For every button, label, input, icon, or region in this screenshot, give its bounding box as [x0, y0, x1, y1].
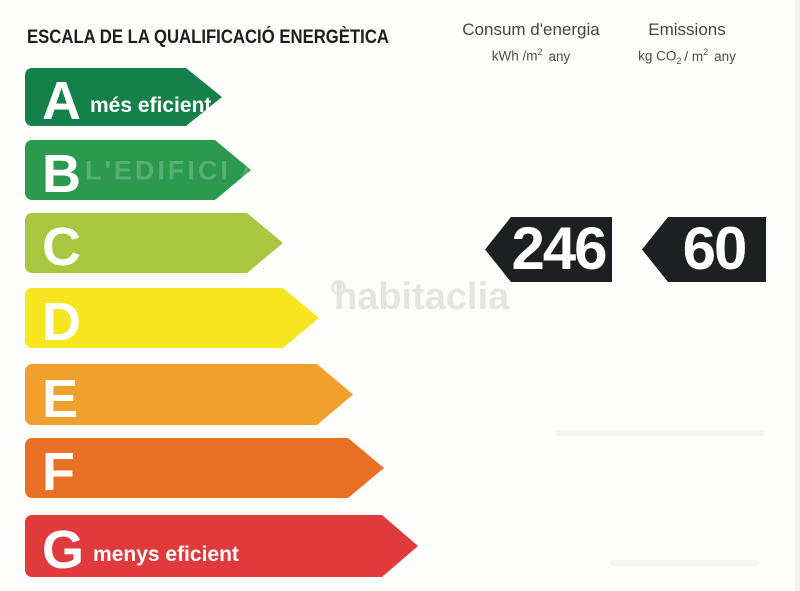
- rating-arrow-d: D: [25, 288, 319, 348]
- scan-artifact: [555, 430, 765, 436]
- rating-arrow-a: A més eficient: [25, 68, 222, 126]
- scan-artifact: [610, 560, 760, 566]
- rating-letter-b: B: [42, 144, 81, 204]
- rating-arrow-e: E: [25, 364, 353, 425]
- rating-label-least-efficient: menys eficient: [93, 543, 239, 566]
- emissions-value-badge: 60: [642, 217, 766, 282]
- scan-artifact: [795, 0, 800, 591]
- consumption-value-badge: 246: [485, 217, 612, 282]
- page-title: ESCALA DE LA QUALIFICACIÓ ENERGÈTICA: [27, 27, 389, 48]
- rating-letter-g: G: [42, 520, 85, 580]
- consumption-column-header: Consum d'energia kWh /m2 any: [455, 20, 607, 64]
- consumption-unit: kWh /m2 any: [491, 47, 571, 64]
- emissions-value: 60: [682, 215, 748, 282]
- rating-letter-e: E: [42, 368, 79, 429]
- consumption-value: 246: [511, 215, 607, 282]
- emissions-column-header: Emissions kg CO2/ m2 any: [613, 20, 761, 66]
- rating-label-most-efficient: més eficient: [90, 94, 212, 117]
- embedded-watermark-text: L'EDIFICI A: [85, 155, 263, 186]
- rating-arrow-c: C: [25, 213, 283, 273]
- rating-arrow-f: F: [25, 438, 384, 498]
- watermark-text: habitaclia: [334, 276, 510, 318]
- rating-arrow-b: B L'EDIFICI A: [25, 140, 251, 200]
- rating-letter-d: D: [42, 292, 81, 352]
- emissions-header: Emissions: [648, 20, 726, 39]
- consumption-header: Consum d'energia: [462, 20, 600, 39]
- rating-letter-f: F: [42, 442, 75, 502]
- rating-arrow-g: G menys eficient: [25, 515, 418, 577]
- watermark-ring-icon: [331, 280, 346, 295]
- rating-letter-a: A: [42, 71, 81, 131]
- emissions-unit: kg CO2/ m2 any: [638, 47, 736, 67]
- rating-letter-c: C: [42, 217, 81, 277]
